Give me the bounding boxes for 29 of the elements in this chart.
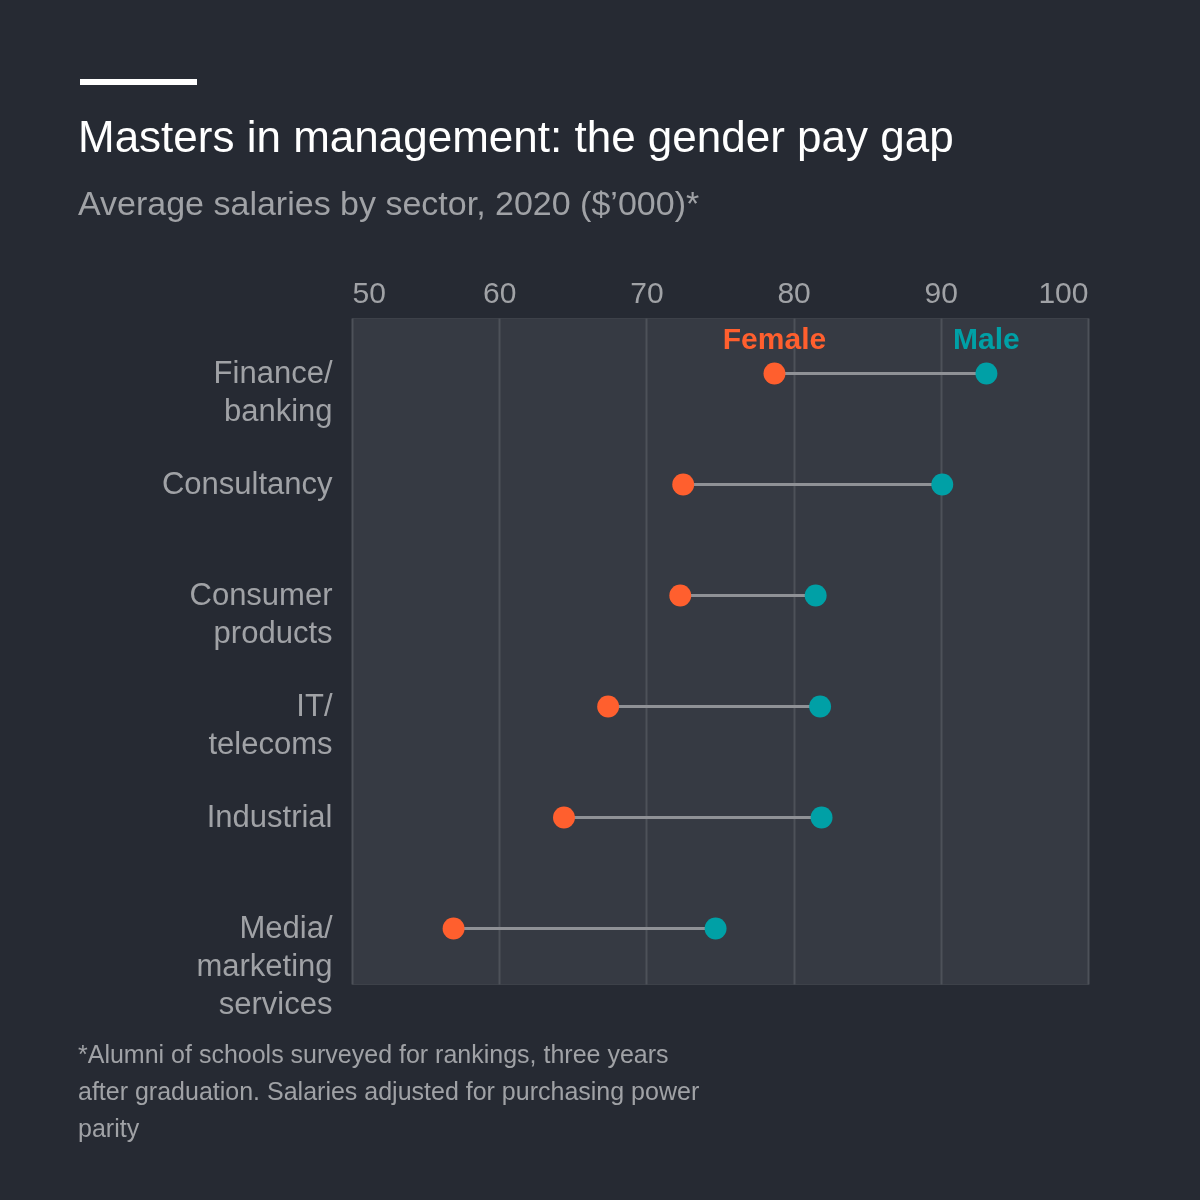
y-tick-label: Media/ marketing services <box>196 909 333 1021</box>
x-tick-label: 90 <box>924 275 958 309</box>
x-tick-label: 60 <box>483 275 517 309</box>
point <box>442 917 465 940</box>
point <box>804 584 827 607</box>
point <box>931 473 954 496</box>
series-label: Female <box>722 321 827 355</box>
point <box>810 806 833 829</box>
point <box>763 362 786 385</box>
point <box>704 917 727 940</box>
point <box>669 584 692 607</box>
point <box>975 362 998 385</box>
y-tick-label: Industrial <box>206 798 333 834</box>
point <box>809 695 832 718</box>
point <box>553 806 575 829</box>
point <box>597 695 620 718</box>
y-tick-label: Consultancy <box>161 465 333 501</box>
x-tick-label: 80 <box>777 275 811 309</box>
y-tick-label: Consumer products <box>189 576 333 650</box>
y-tick-label: IT/ telecoms <box>208 687 333 761</box>
chart-subtitle: Average salaries by sector, 2020 ($’000)* <box>78 184 700 223</box>
x-tick-label: 100 <box>1038 275 1089 309</box>
y-tick-label: Finance/ banking <box>213 354 333 428</box>
x-tick-label: 70 <box>630 275 664 309</box>
chart-title: Masters in management: the gender pay gap <box>78 112 954 162</box>
text: *Alumni of schools surveyed for rankings, three years after graduation. Salaries adjusted for purchasing power parity <box>78 1039 701 1144</box>
point <box>672 473 695 496</box>
x-tick-label: 50 <box>352 275 386 309</box>
series-label: Male <box>953 321 1020 355</box>
